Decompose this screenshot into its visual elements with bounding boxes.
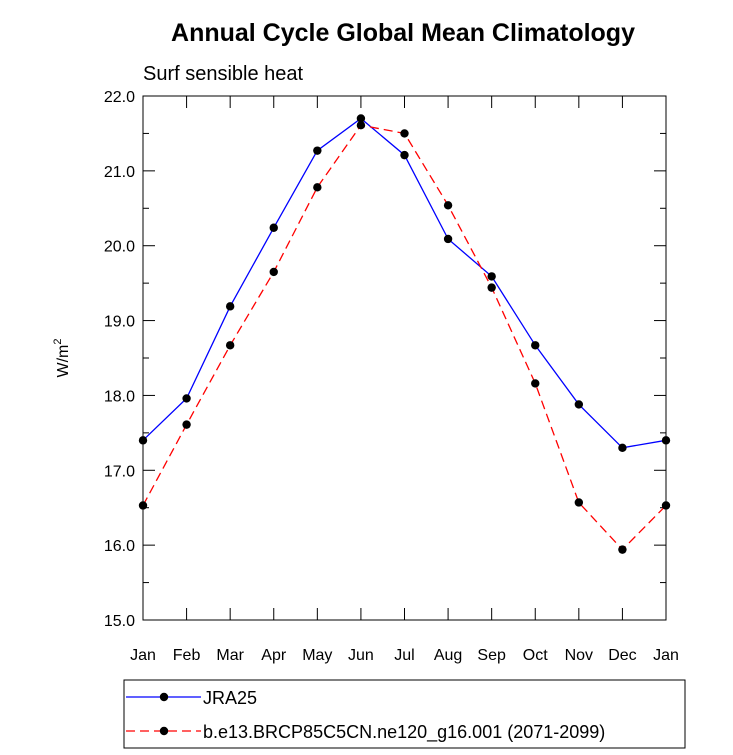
y-tick-labels: 15.0 16.0 17.0 18.0 19.0 20.0 21.0 22.0 (104, 89, 135, 630)
x-tick-label: Mar (216, 647, 244, 664)
plot-frame (142, 95, 667, 621)
series-1-point (138, 501, 148, 510)
series-line-1 (142, 124, 667, 551)
legend-box (123, 679, 686, 749)
series-0-point (356, 114, 366, 123)
series-0-point (487, 272, 496, 281)
series-1-point (356, 120, 366, 130)
y-tick-label: 19.0 (104, 314, 135, 331)
axis-ticks (142, 95, 667, 621)
x-tick-labels: Jan Feb Mar Apr May Jun Jul Aug Sep Oct Nov Dec Jan (130, 647, 679, 664)
svg-text:W/m2: W/m2 (52, 339, 72, 378)
series-1-point (313, 183, 322, 192)
y-axis-label-text: W/m (55, 345, 72, 378)
legend-item-jra25: JRA25 (126, 688, 257, 708)
y-axis-label-superscript: 2 (52, 339, 64, 345)
y-tick-label: 21.0 (104, 164, 135, 181)
series-line-0 (142, 117, 667, 449)
chart-title: Annual Cycle Global Mean Climatology (171, 19, 635, 47)
series-0-point (531, 341, 540, 350)
series-0-point (618, 443, 627, 453)
x-tick-label: Nov (565, 647, 593, 664)
x-tick-label: May (302, 647, 332, 664)
x-tick-label: Jun (348, 647, 374, 664)
y-tick-label: 22.0 (104, 89, 135, 106)
y-tick-label: 18.0 (104, 388, 135, 405)
y-tick-label: 20.0 (104, 239, 135, 256)
x-tick-label: Jan (653, 647, 679, 664)
chart-subtitle: Surf sensible heat (143, 63, 304, 85)
series-0-point (138, 436, 148, 445)
series-1-point (531, 379, 540, 388)
legend-item-rcp85: b.e13.BRCP85C5CN.ne120_g16.001 (2071-209… (126, 722, 605, 743)
x-tick-label: Oct (523, 647, 548, 664)
series-0-point (182, 394, 191, 403)
series-1-point (182, 420, 191, 429)
series-0-point (225, 302, 235, 311)
series-0-point (661, 436, 671, 445)
series-1-point (618, 545, 627, 554)
legend-label-rcp85: b.e13.BRCP85C5CN.ne120_g16.001 (2071-209… (203, 722, 605, 743)
series-1-point (574, 498, 584, 507)
y-tick-label: 15.0 (104, 613, 135, 630)
series-0-point (400, 150, 409, 160)
series-1-point (443, 201, 453, 210)
x-tick-label: Feb (173, 647, 201, 664)
series-1-point (269, 267, 278, 277)
series-0-point (443, 234, 453, 244)
x-tick-label: Sep (477, 647, 506, 664)
series-1-point (487, 283, 496, 292)
y-tick-label: 16.0 (104, 538, 135, 555)
x-tick-label: Jan (130, 647, 156, 664)
series-0-point (574, 400, 584, 409)
series-1-point (661, 501, 671, 510)
series-0-point (269, 223, 278, 232)
x-tick-label: Dec (608, 647, 636, 664)
series-1-point (400, 129, 409, 138)
series-1-point (225, 341, 235, 350)
y-axis-label: W/m2 (52, 339, 72, 378)
legend-label-jra25: JRA25 (203, 688, 257, 708)
x-tick-label: Apr (261, 647, 287, 664)
x-tick-label: Jul (394, 647, 414, 664)
series-0-point (313, 146, 322, 155)
y-tick-label: 17.0 (104, 463, 135, 480)
series-layer (138, 114, 671, 554)
x-tick-label: Aug (434, 647, 462, 664)
legend-marker-rcp85 (159, 726, 169, 736)
legend-marker-jra25 (159, 692, 169, 702)
